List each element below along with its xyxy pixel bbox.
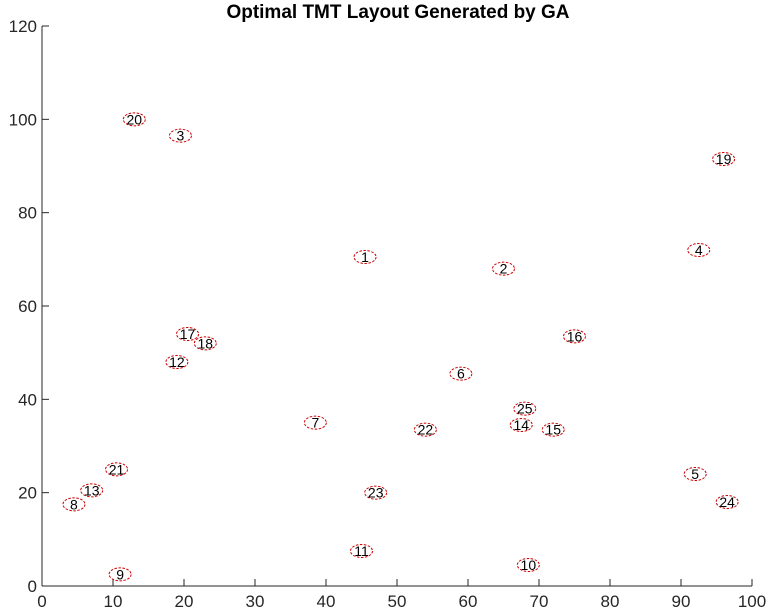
data-point: 4 xyxy=(687,242,711,258)
point-marker xyxy=(683,467,707,481)
point-label: 17 xyxy=(180,326,196,342)
data-point: 25 xyxy=(513,401,537,417)
x-tick-label: 90 xyxy=(672,592,691,611)
y-tick-label: 40 xyxy=(18,390,37,409)
y-tick-label: 60 xyxy=(18,297,37,316)
point-label: 8 xyxy=(70,496,78,512)
x-tick-label: 60 xyxy=(459,592,478,611)
point-marker xyxy=(353,250,377,264)
data-point: 12 xyxy=(165,354,189,370)
point-marker xyxy=(176,327,200,341)
x-tick-label: 100 xyxy=(738,592,766,611)
point-marker xyxy=(105,462,129,477)
point-marker xyxy=(303,415,327,430)
point-marker xyxy=(168,128,192,143)
point-label: 10 xyxy=(521,557,537,573)
point-label: 12 xyxy=(169,354,185,370)
data-point: 5 xyxy=(683,466,707,482)
point-label: 16 xyxy=(567,328,583,344)
point-marker xyxy=(193,336,217,351)
x-tick-label: 20 xyxy=(175,592,194,611)
data-point: 3 xyxy=(168,128,192,144)
point-marker xyxy=(513,401,537,416)
y-tick-label: 80 xyxy=(18,204,37,223)
point-marker xyxy=(492,261,515,276)
y-tick-label: 0 xyxy=(28,577,37,596)
x-tick-label: 50 xyxy=(388,592,407,611)
point-marker xyxy=(62,497,86,512)
point-marker xyxy=(449,366,473,381)
point-label: 23 xyxy=(368,485,384,501)
point-marker xyxy=(712,152,736,166)
point-marker xyxy=(364,485,388,500)
point-marker xyxy=(350,544,373,558)
x-tick-label: 30 xyxy=(246,592,265,611)
point-label: 11 xyxy=(354,543,369,559)
data-point: 1 xyxy=(353,249,377,265)
x-tick-label: 0 xyxy=(37,592,46,611)
point-label: 18 xyxy=(198,335,214,351)
data-point: 19 xyxy=(712,151,736,167)
data-point: 10 xyxy=(516,557,540,573)
x-tick-label: 10 xyxy=(104,592,123,611)
y-tick-label: 120 xyxy=(9,17,37,36)
point-label: 5 xyxy=(691,466,699,482)
y-tick-label: 20 xyxy=(18,484,37,503)
data-point: 18 xyxy=(193,335,217,351)
point-marker xyxy=(563,329,586,344)
point-label: 24 xyxy=(719,494,735,510)
point-marker xyxy=(715,495,739,509)
data-point: 7 xyxy=(303,415,327,431)
data-point: 24 xyxy=(715,494,739,510)
point-marker xyxy=(516,558,540,572)
data-point: 2 xyxy=(492,261,515,277)
point-marker xyxy=(413,422,437,437)
point-label: 9 xyxy=(116,566,124,582)
point-marker xyxy=(165,355,189,369)
x-tick-label: 40 xyxy=(317,592,336,611)
x-tick-label: 80 xyxy=(601,592,620,611)
data-point: 6 xyxy=(449,366,473,382)
data-point: 23 xyxy=(364,485,388,501)
point-label: 20 xyxy=(127,111,143,127)
point-label: 14 xyxy=(513,417,529,433)
point-label: 1 xyxy=(361,249,369,265)
point-label: 21 xyxy=(109,461,125,477)
point-marker xyxy=(541,422,565,437)
point-label: 25 xyxy=(517,401,533,417)
point-label: 22 xyxy=(418,422,434,438)
point-label: 3 xyxy=(177,128,185,144)
point-marker xyxy=(122,112,146,127)
point-label: 4 xyxy=(695,242,703,258)
point-marker xyxy=(108,567,132,582)
point-label: 15 xyxy=(545,422,561,438)
point-marker xyxy=(687,243,711,257)
data-point: 21 xyxy=(105,461,129,477)
x-tick-label: 70 xyxy=(530,592,549,611)
point-label: 6 xyxy=(457,366,465,382)
y-tick-label: 100 xyxy=(9,110,37,129)
data-point: 22 xyxy=(413,422,437,438)
data-point: 20 xyxy=(122,111,146,127)
point-label: 19 xyxy=(716,151,732,167)
data-point: 15 xyxy=(541,422,565,438)
data-point: 17 xyxy=(176,326,200,342)
point-label: 2 xyxy=(500,261,508,277)
point-marker xyxy=(80,483,104,498)
data-point: 9 xyxy=(108,566,132,582)
data-point: 13 xyxy=(80,482,104,498)
point-marker xyxy=(509,418,533,432)
data-point: 14 xyxy=(509,417,533,433)
point-label: 7 xyxy=(311,415,319,431)
point-label: 13 xyxy=(84,482,100,498)
chart-title: Optimal TMT Layout Generated by GA xyxy=(226,2,569,23)
data-point: 16 xyxy=(563,328,586,344)
data-point: 11 xyxy=(350,543,373,559)
data-point: 8 xyxy=(62,496,86,512)
